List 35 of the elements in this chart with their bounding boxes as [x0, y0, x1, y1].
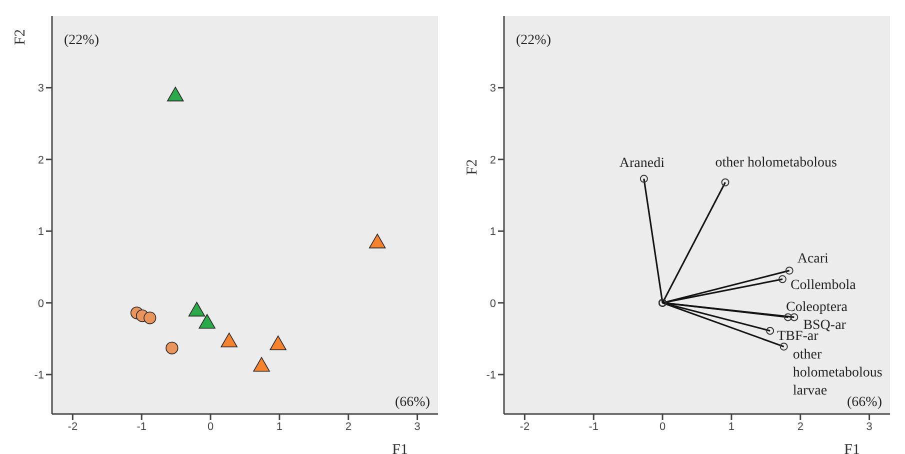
annotation: (22%) — [516, 33, 552, 48]
x-tick-label: -1 — [588, 420, 598, 433]
x-tick-label: 0 — [659, 420, 666, 433]
x-tick-label: 1 — [728, 420, 735, 433]
y-tick-label: 0 — [38, 298, 44, 310]
x-tick-label: 1 — [276, 420, 283, 433]
x-tick-label: 0 — [207, 420, 214, 433]
y-axis-title: F2 — [12, 29, 28, 45]
y-tick-label: 1 — [490, 226, 496, 238]
y-axis-title: F2 — [464, 159, 480, 175]
series-label: other holometabolous — [715, 155, 837, 170]
x-tick-label: 3 — [414, 420, 420, 433]
y-tick-label: 3 — [490, 82, 496, 95]
annotation: (22%) — [64, 33, 100, 48]
y-tick-label: 0 — [490, 298, 496, 310]
y-tick-label: -1 — [34, 369, 44, 382]
annotation: (66%) — [395, 395, 430, 410]
x-tick-label: -2 — [68, 420, 78, 433]
x-tick-label: 2 — [345, 420, 352, 433]
y-tick-label: 1 — [38, 226, 44, 238]
x-tick-label: 2 — [797, 420, 804, 433]
x-tick-label: 3 — [866, 420, 872, 433]
series-label: Acari — [797, 252, 829, 267]
y-tick-label: 2 — [490, 154, 496, 166]
x-axis-title: F1 — [392, 442, 408, 454]
y-tick-label: 2 — [38, 154, 44, 166]
series-label: Coleoptera — [786, 300, 848, 316]
series-label: Aranedi — [619, 156, 665, 171]
series-label: Collembola — [790, 278, 857, 294]
y-tick-label: -1 — [486, 369, 496, 382]
x-tick-label: -2 — [520, 420, 530, 433]
x-tick-label: -1 — [136, 420, 146, 433]
y-tick-label: 3 — [38, 82, 44, 95]
x-axis-title: F1 — [844, 442, 860, 454]
annotation: (66%) — [847, 395, 882, 410]
